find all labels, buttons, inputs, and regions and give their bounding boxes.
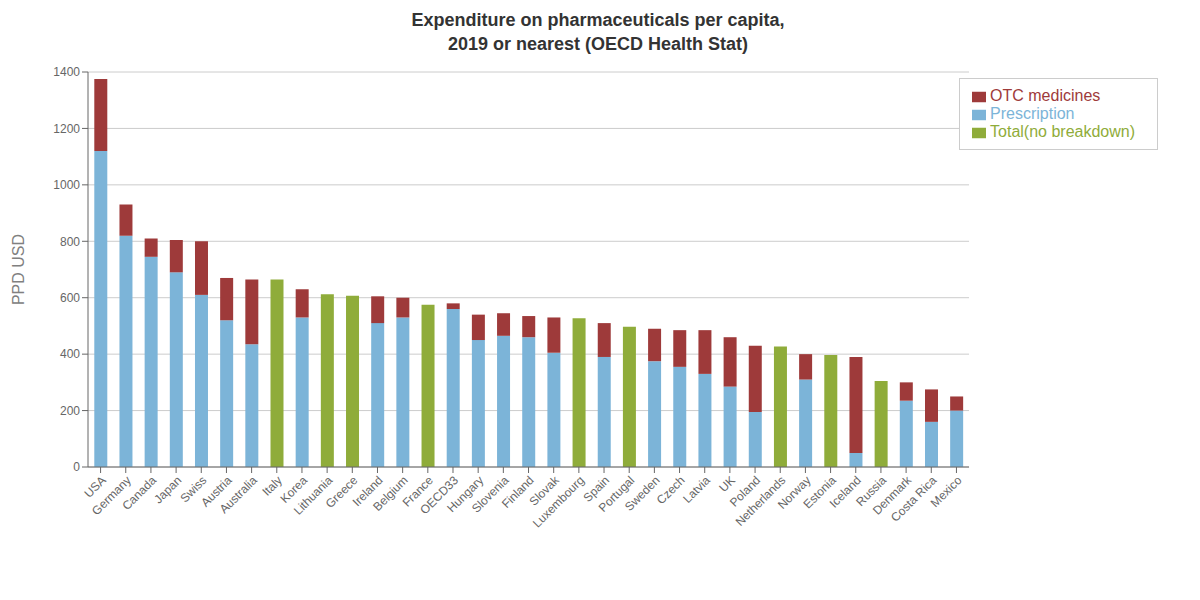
svg-text:PPD USD: PPD USD (10, 234, 27, 305)
html-text:Total(no breakdown): Total(no breakdown) (990, 123, 1135, 140)
svg-text:1200: 1200 (53, 122, 80, 136)
svg-text:Ireland: Ireland (349, 473, 386, 510)
svg-text:Spain: Spain (580, 473, 613, 505)
svg-text:Denmark: Denmark (869, 473, 915, 518)
svg-text:Czech: Czech (654, 473, 688, 507)
svg-text:Slovenia: Slovenia (469, 473, 512, 516)
svg-text:USA: USA (81, 473, 109, 501)
svg-text:Mexico: Mexico (928, 473, 965, 510)
svg-text:Sweden: Sweden (622, 473, 663, 514)
svg-text:Austria: Austria (198, 473, 235, 510)
svg-text:Finland: Finland (499, 473, 537, 511)
svg-text:800: 800 (60, 235, 80, 249)
svg-text:Italy: Italy (259, 473, 285, 499)
svg-text:Canada: Canada (119, 473, 160, 513)
svg-text:Hungary: Hungary (444, 473, 487, 516)
svg-text:Korea: Korea (277, 473, 311, 506)
html-text:Expenditure on pharmaceuticals: Expenditure on pharmaceuticals per capit… (411, 10, 785, 54)
svg-text:Norway: Norway (774, 473, 814, 512)
svg-text:Iceland: Iceland (826, 473, 864, 511)
svg-text:Costa Rica: Costa Rica (888, 473, 940, 525)
svg-text:Greece: Greece (322, 473, 361, 511)
svg-text:200: 200 (60, 404, 80, 418)
svg-text:1000: 1000 (53, 178, 80, 192)
svg-text:Germany: Germany (89, 473, 134, 518)
html-text:Prescription: Prescription (990, 105, 1075, 122)
svg-text:Belgium: Belgium (370, 473, 411, 514)
svg-text:600: 600 (60, 291, 80, 305)
svg-text:0: 0 (73, 460, 80, 474)
svg-text:Swiss: Swiss (177, 473, 210, 506)
svg-text:Australia: Australia (217, 473, 260, 516)
svg-text:Estonia: Estonia (800, 473, 839, 512)
svg-text:Slovak: Slovak (526, 473, 562, 509)
svg-text:UK: UK (716, 473, 738, 495)
svg-text:400: 400 (60, 347, 80, 361)
svg-text:Luxembourg: Luxembourg (530, 473, 587, 530)
svg-text:Russia: Russia (853, 473, 890, 510)
svg-text:Japan: Japan (151, 473, 184, 506)
svg-text:OECD33: OECD33 (417, 473, 462, 518)
html-text:OTC medicines: OTC medicines (990, 87, 1101, 104)
svg-text:Netherlands: Netherlands (732, 473, 789, 529)
svg-text:Poland: Poland (726, 473, 764, 510)
svg-text:France: France (399, 473, 436, 510)
svg-text:Lithuania: Lithuania (290, 473, 336, 518)
svg-text:Latvia: Latvia (680, 473, 713, 506)
svg-text:Portugal: Portugal (595, 473, 638, 515)
svg-text:1400: 1400 (53, 65, 80, 79)
